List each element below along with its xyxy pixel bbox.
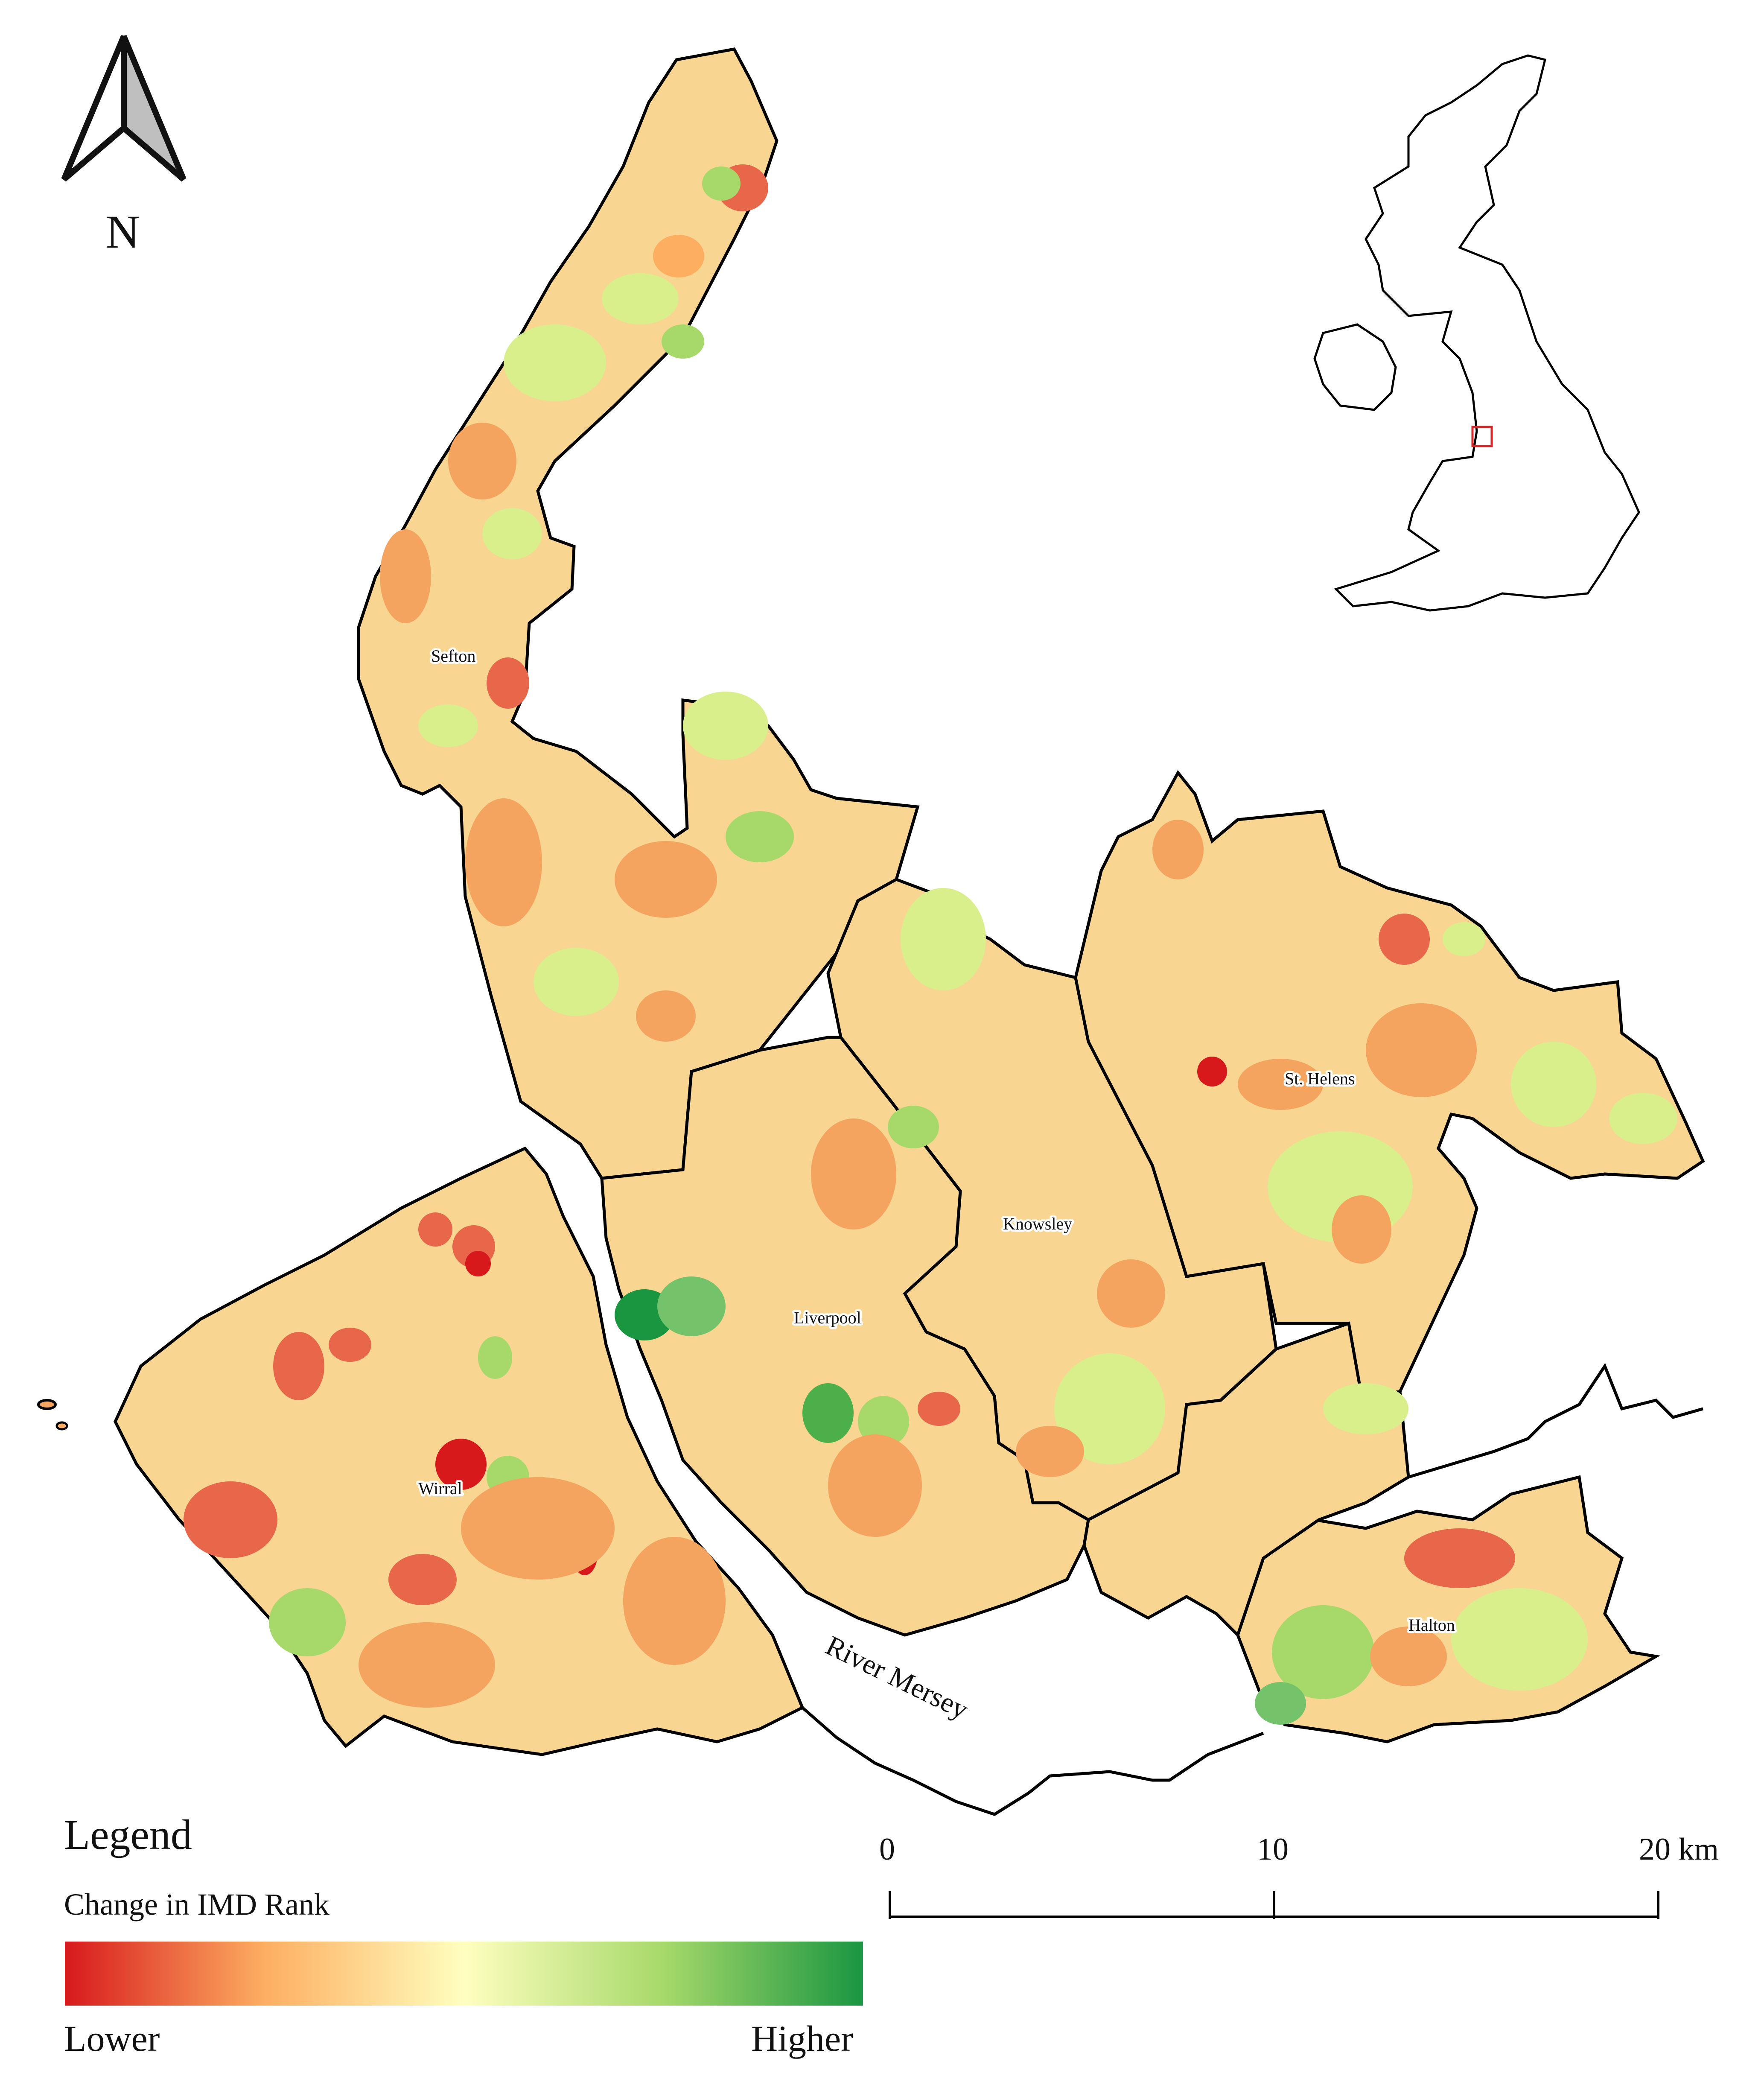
district-label-knowsley: Knowsley [1003,1214,1072,1233]
river-mersey-north-bank [1408,1363,1703,1479]
scale-tick-10: 10 [1257,1832,1289,1867]
district-liverpool [600,1036,1090,1637]
district-label-sefton: Sefton [431,646,475,666]
river-mersey-south-bank [801,1706,1264,1816]
scale-bar [889,1891,1659,1919]
scale-tick-0: 0 [879,1832,895,1867]
north-arrow-icon [61,35,187,182]
hilbre-island [37,1399,57,1410]
river-label: River Mersey [821,1630,973,1726]
scale-tick-20: 20 km [1639,1832,1719,1867]
district-label-st-helens: St. Helens [1285,1069,1355,1088]
hilbre-island-small [55,1421,68,1431]
legend-color-ramp [65,1942,863,2006]
choropleth-patches [184,164,1677,1725]
district-label-halton: Halton [1408,1615,1455,1635]
legend-low-label: Lower [64,2018,160,2059]
district-label-wirral: Wirral [418,1479,462,1498]
north-label: N [106,206,140,258]
inset-location-box [1471,426,1493,447]
district-label-liverpool: Liverpool [794,1308,861,1327]
legend-title: Legend [64,1811,192,1858]
inset-uk-map [1313,54,1640,612]
legend-high-label: Higher [751,2018,853,2059]
legend-subtitle: Change in IMD Rank [64,1887,329,1921]
